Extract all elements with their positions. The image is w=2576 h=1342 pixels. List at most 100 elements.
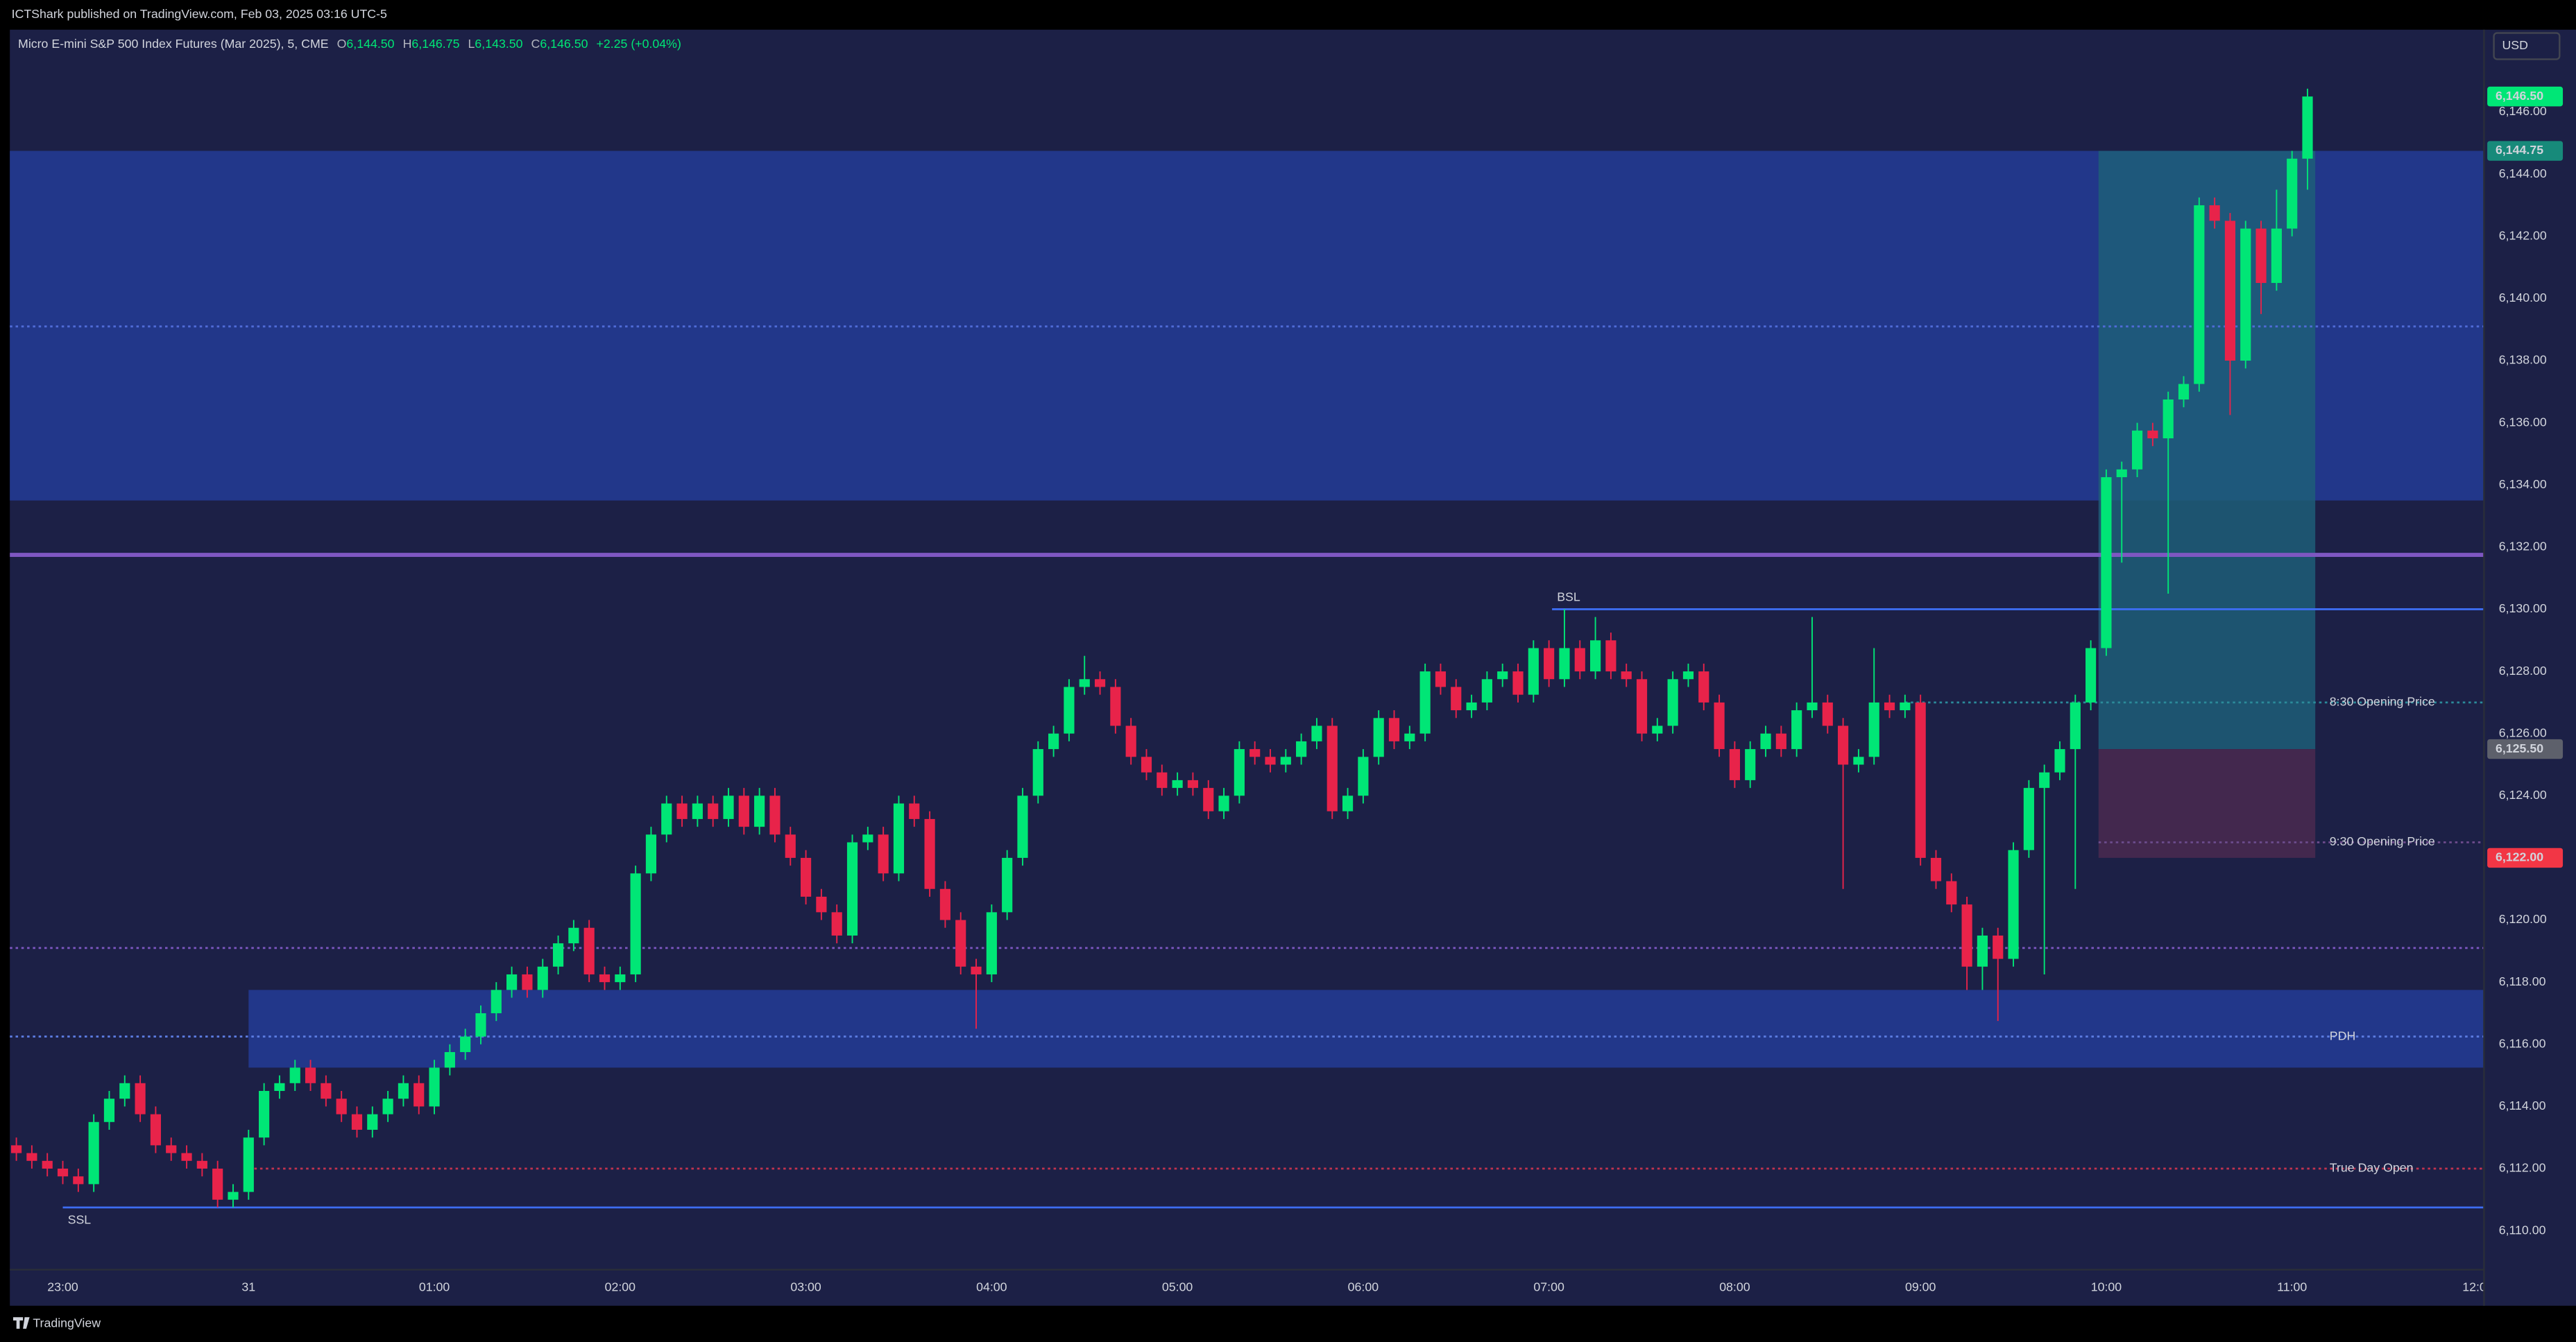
candle-body [1900, 702, 1911, 711]
currency-box[interactable] [2493, 32, 2561, 60]
price-tag [2487, 86, 2564, 107]
brand: TradingView [33, 1316, 101, 1330]
candle-body [1327, 725, 1338, 811]
candle-body [708, 803, 719, 819]
ohlc-label: H [403, 37, 412, 51]
candle-body [831, 912, 842, 936]
y-tick-label: 6,144.00 [2499, 166, 2547, 180]
ohlc-value: 6,146.75 [411, 37, 459, 51]
candle-body [1589, 640, 1601, 672]
profit-zone [2098, 150, 2316, 750]
candle-body [1667, 679, 1678, 726]
candle-body [181, 1153, 192, 1161]
candle-body [1048, 733, 1059, 750]
candle-body [73, 1176, 84, 1185]
y-tick-label: 6,124.00 [2499, 788, 2547, 802]
y-tick-label: 6,120.00 [2499, 912, 2547, 926]
candle-body [1714, 702, 1725, 750]
symbol-line: Micro E-mini S&P 500 Index Futures (Mar … [18, 37, 681, 51]
candle-body [723, 795, 734, 819]
candle-body [645, 834, 657, 874]
x-tick-label: 06:00 [1348, 1280, 1379, 1293]
candle-body [57, 1169, 69, 1177]
currency[interactable]: USD [2502, 38, 2527, 52]
x-tick-label: 03:00 [790, 1280, 821, 1293]
candle-body [1559, 648, 1570, 680]
candle-body [460, 1036, 471, 1052]
candle-body [754, 795, 765, 827]
y-tick-label: 6,142.00 [2499, 228, 2547, 242]
candle-body [228, 1192, 239, 1200]
symbol: Micro E-mini S&P 500 Index Futures (Mar … [18, 37, 329, 51]
candle-body [289, 1067, 300, 1083]
y-tick-label: 6,132.00 [2499, 540, 2547, 553]
y-tick-label: 6,116.00 [2499, 1036, 2546, 1050]
candle-body [800, 857, 812, 897]
candle-body [1249, 749, 1261, 757]
candle-body [103, 1099, 115, 1122]
candle-body [1698, 671, 1709, 703]
candle-body [1807, 702, 1818, 711]
x-tick-label: 10:00 [2091, 1280, 2122, 1293]
candle-body [1265, 757, 1276, 765]
candle-body [1946, 881, 1957, 905]
candle-body [1404, 733, 1415, 741]
candle-body [1234, 749, 1245, 796]
candle-body [42, 1160, 53, 1169]
y-tick-label: 6,128.00 [2499, 664, 2547, 678]
candle-body [351, 1114, 363, 1130]
candle-body [1915, 702, 1926, 858]
candle-body [630, 873, 641, 974]
candle-body [475, 1013, 486, 1037]
candle-body [1497, 671, 1508, 680]
candle-body [661, 803, 672, 835]
candle-body [1605, 640, 1617, 672]
candle-body [1729, 749, 1740, 780]
candle-body [1636, 679, 1648, 734]
candle-body [212, 1169, 223, 1200]
x-tick-label: 23:00 [47, 1280, 78, 1293]
candle-body [955, 920, 966, 967]
candle-body [259, 1090, 270, 1138]
x-tick-label: 09:00 [1905, 1280, 1936, 1293]
candle-body [862, 834, 873, 843]
candle-body [909, 803, 920, 819]
candle-body [522, 974, 533, 990]
level-label: True Day Open [2330, 1161, 2414, 1175]
y-tick-label: 6,134.00 [2499, 477, 2547, 491]
candle-body [2131, 430, 2143, 470]
ohlc-value: 6,144.50 [346, 37, 394, 51]
candle-body [150, 1114, 161, 1146]
candle-body [2085, 648, 2097, 703]
candle-body [321, 1083, 332, 1099]
x-tick-label: 05:00 [1162, 1280, 1193, 1293]
candle-body [1203, 788, 1214, 811]
candle-body [1435, 671, 1447, 687]
candle-body [196, 1160, 207, 1169]
candle-body [1002, 857, 1013, 913]
candle-body [1017, 795, 1028, 858]
candle-body [676, 803, 688, 819]
candle-body [1064, 687, 1075, 734]
candle-body [1838, 725, 1849, 765]
candle-body [398, 1083, 409, 1099]
candle-body [274, 1083, 285, 1091]
ohlc-value: 6,143.50 [475, 37, 522, 51]
y-tick-label: 6,118.00 [2499, 974, 2546, 988]
y-tick-label: 6,146.00 [2499, 104, 2547, 118]
candle-body [615, 974, 626, 983]
x-tick-label: 11:00 [2277, 1280, 2307, 1293]
candle-body [1930, 857, 1942, 881]
level-label: PDH [2330, 1029, 2355, 1042]
candle-body [2039, 772, 2050, 789]
candle-body [893, 803, 905, 874]
candle-body [2163, 399, 2174, 439]
x-tick-label: 02:00 [605, 1280, 636, 1293]
candle-body [88, 1121, 99, 1185]
x-tick-label: 08:00 [1719, 1280, 1750, 1293]
candle-body [924, 818, 935, 889]
candle-body [1961, 904, 1972, 967]
candle-body [2023, 788, 2034, 850]
level-label: SSL [68, 1213, 92, 1227]
